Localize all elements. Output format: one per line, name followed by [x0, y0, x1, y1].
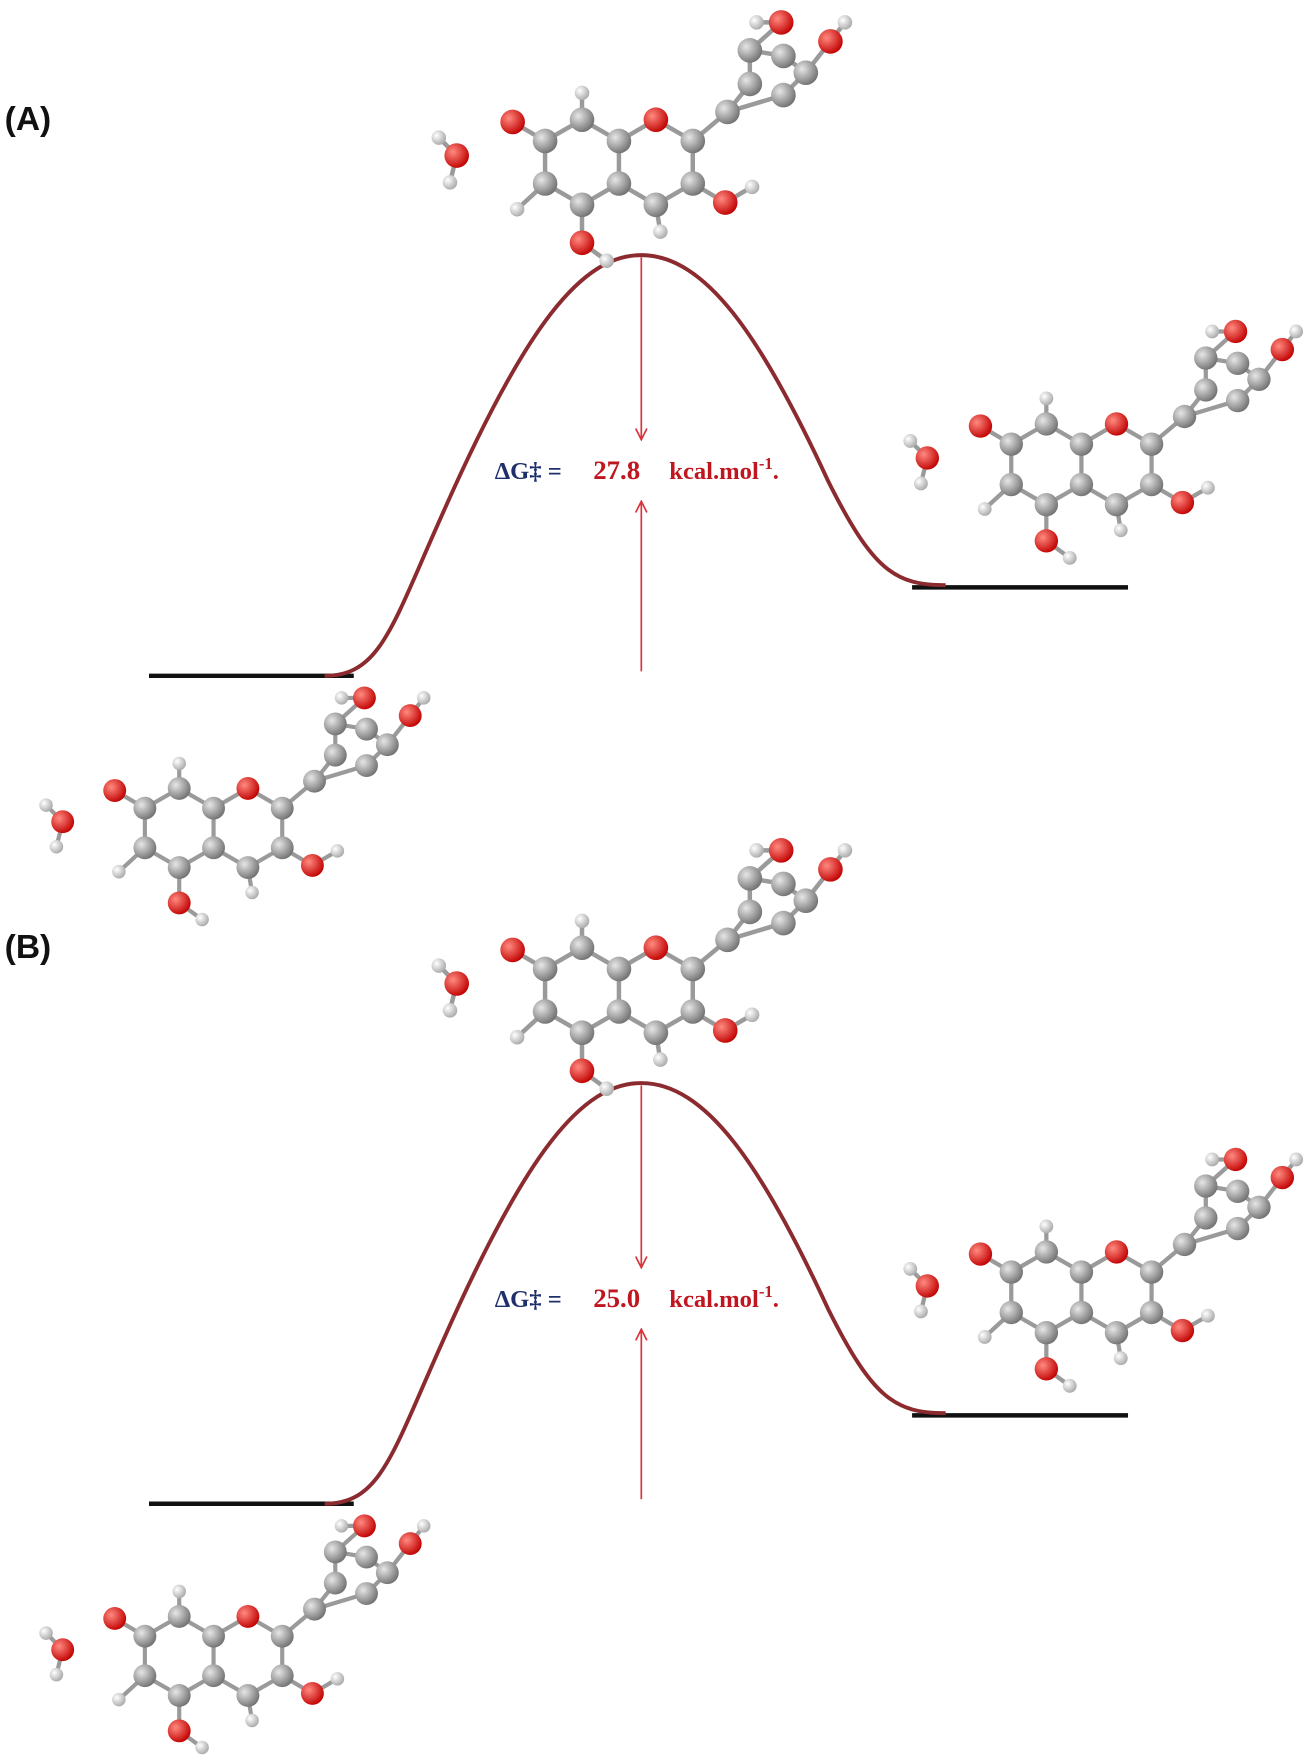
product-molecule: [903, 1148, 1303, 1393]
delta-g-label: ΔG‡ =: [495, 458, 562, 485]
reactant-molecule: [39, 1514, 430, 1754]
transition-state-molecule: [432, 10, 853, 268]
unit-end: .: [773, 458, 779, 485]
energy-curve: [324, 1081, 946, 1506]
unit-base: kcal.mol: [669, 1286, 759, 1313]
reactant-molecule: [39, 686, 430, 926]
product-molecule: [903, 320, 1303, 565]
energy-panel: (A) ΔG‡ = 27.8 kcal.mol-1.: [5, 10, 1303, 926]
transition-state-molecule: [432, 838, 853, 1096]
unit-superscript: -1: [759, 1282, 773, 1301]
delta-g-label: ΔG‡ =: [495, 1286, 562, 1313]
barrier-value: 25.0: [593, 1283, 640, 1313]
unit-end: .: [773, 1286, 779, 1313]
energy-panel: (B) ΔG‡ = 25.0 kcal.mol-1.: [5, 838, 1303, 1754]
barrier-value: 27.8: [593, 455, 640, 485]
barrier-unit: kcal.mol-1.: [669, 454, 779, 485]
panel-label: (A): [5, 101, 52, 138]
energy-curve: [324, 253, 946, 678]
barrier-unit: kcal.mol-1.: [669, 1282, 779, 1313]
unit-superscript: -1: [759, 454, 773, 473]
unit-base: kcal.mol: [669, 458, 759, 485]
panel-label: (B): [5, 929, 52, 966]
